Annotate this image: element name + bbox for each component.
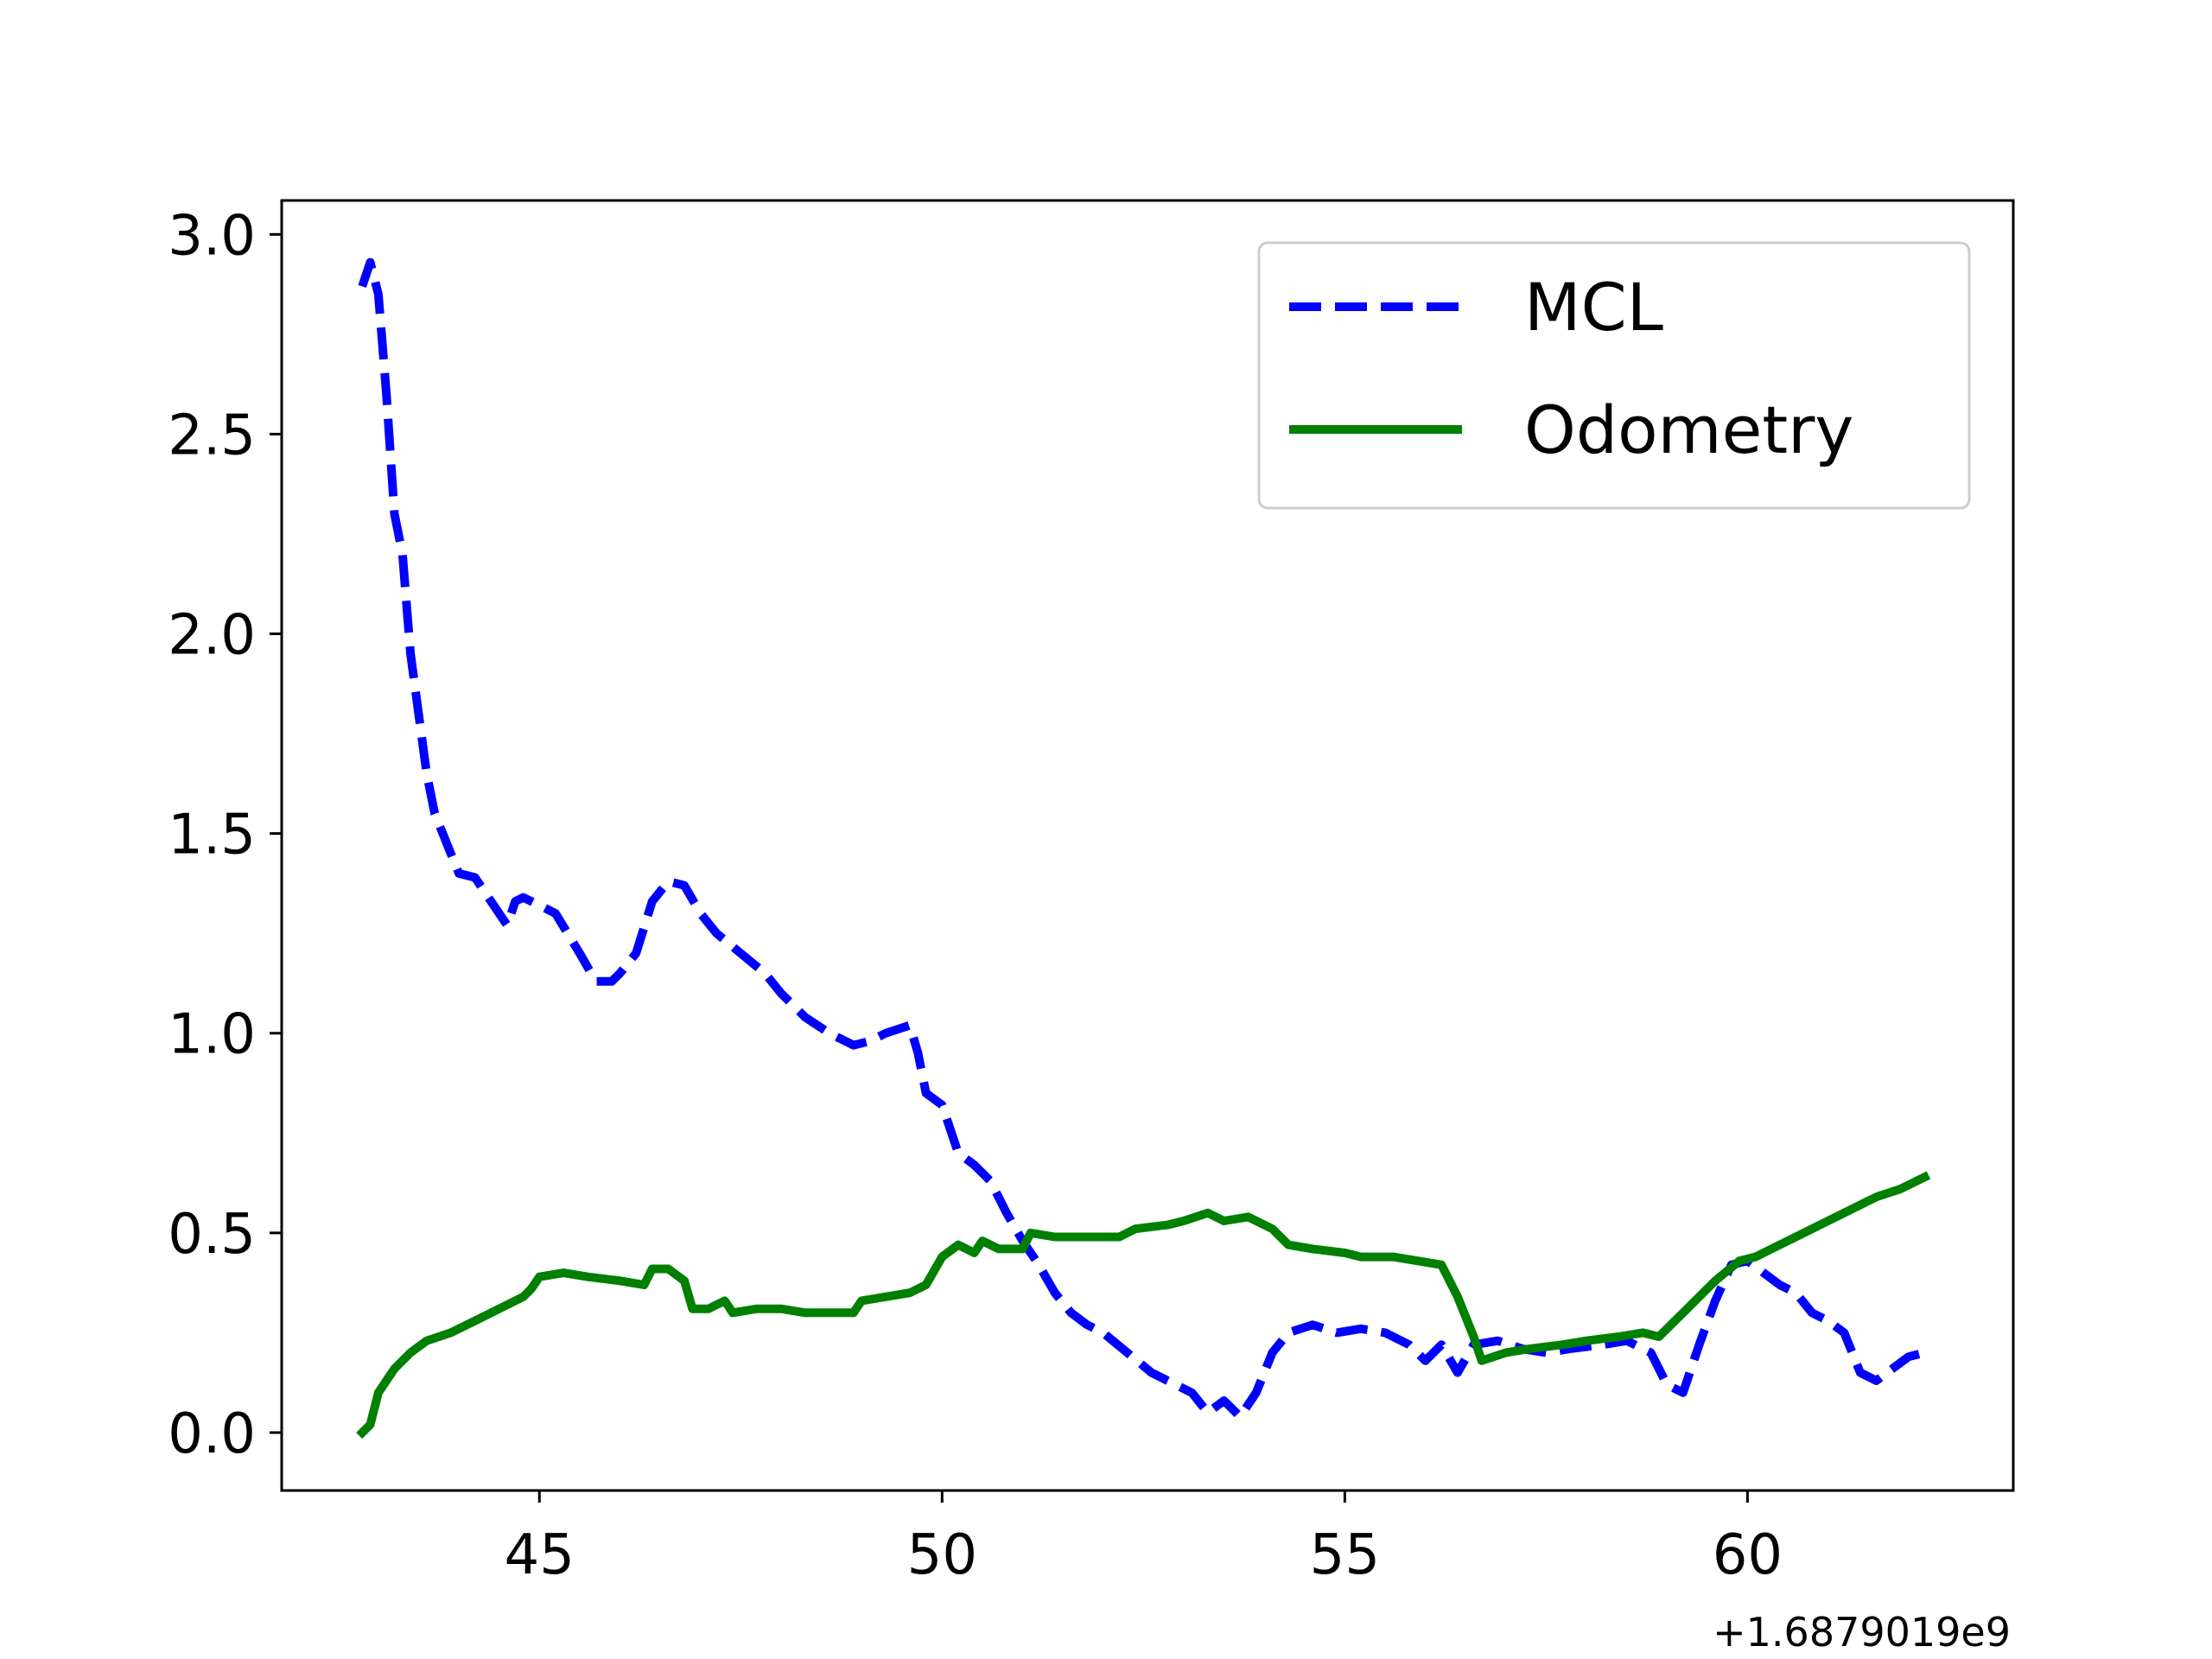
x-axis: 45 50 55 60 — [505, 1491, 1783, 1587]
x-axis-offset-label: +1.6879019e9 — [1713, 1609, 2011, 1656]
y-tick-label: 3.0 — [168, 204, 256, 268]
legend-label-odometry: Odometry — [1524, 391, 1853, 468]
y-tick-label: 0.5 — [168, 1203, 256, 1267]
y-tick-label: 0.0 — [168, 1402, 256, 1466]
legend-label-mcl: MCL — [1524, 269, 1663, 346]
y-tick-label: 2.5 — [168, 404, 256, 467]
y-tick-label: 2.0 — [168, 604, 256, 668]
x-tick-label: 60 — [1713, 1523, 1783, 1587]
series-layer — [356, 257, 1931, 1440]
x-tick-label: 50 — [907, 1523, 977, 1587]
y-tick-label: 1.0 — [168, 1003, 256, 1067]
legend: MCL Odometry — [1257, 241, 1971, 510]
series-line-odometry — [356, 1171, 1931, 1440]
plot-frame — [280, 199, 2015, 1492]
x-tick-label: 45 — [505, 1523, 575, 1587]
x-tick-label: 55 — [1310, 1523, 1380, 1587]
series-line-mcl — [358, 257, 1926, 1421]
y-axis: 0.0 0.5 1.0 1.5 2.0 2.5 3.0 — [168, 204, 282, 1466]
y-tick-label: 1.5 — [168, 804, 256, 868]
